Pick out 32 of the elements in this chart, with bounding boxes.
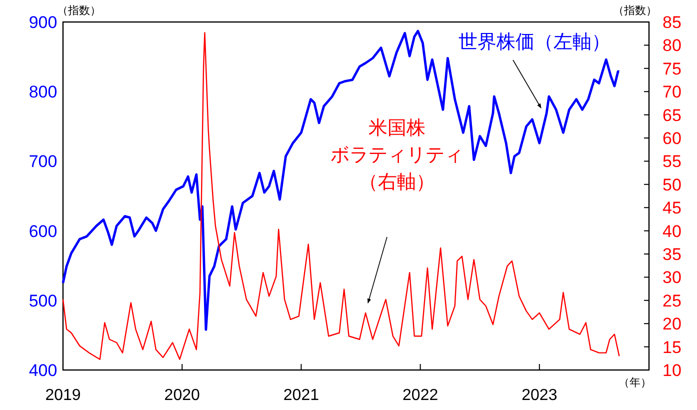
y-tick-label: 700: [28, 152, 58, 172]
x-axis-title: （年）: [618, 377, 652, 389]
x-tick-label: 2020: [164, 387, 200, 404]
y-tick-label: 600: [28, 222, 58, 241]
y2-tick-label: 55: [662, 152, 682, 172]
y2-tick-label: 45: [662, 198, 682, 218]
y2-axis-title: （指数）: [613, 5, 657, 17]
y2-tick-label: 30: [662, 268, 682, 288]
x-tick-label: 2022: [402, 387, 438, 404]
x-tick-label: 2023: [522, 387, 558, 404]
x-tick-label: 2021: [283, 387, 320, 404]
y-tick-label: 900: [28, 13, 58, 32]
y-tick-label: 800: [28, 82, 58, 102]
y2-tick-label: 70: [662, 82, 682, 102]
y2-tick-label: 35: [662, 245, 682, 264]
x-tick-label: 2019: [45, 387, 81, 404]
y-tick-label: 400: [28, 361, 58, 380]
y2-tick-label: 85: [662, 13, 682, 32]
y2-tick-label: 60: [662, 129, 682, 148]
y-axis-title: （指数）: [57, 5, 101, 17]
y2-tick-label: 10: [662, 361, 682, 380]
y2-tick-label: 40: [662, 222, 682, 241]
y2-tick-label: 75: [662, 59, 682, 78]
y2-tick-label: 20: [662, 314, 682, 334]
y2-tick-label: 80: [662, 36, 682, 56]
y2-tick-label: 25: [662, 291, 682, 310]
series-label: 世界株価（左軸）: [458, 32, 611, 53]
y2-tick-label: 65: [662, 106, 682, 125]
text: 米国株ボラティリティ（右軸）: [330, 118, 464, 193]
y-tick-label: 500: [28, 291, 58, 310]
y2-tick-label: 15: [662, 338, 682, 357]
y2-tick-label: 50: [662, 175, 682, 194]
